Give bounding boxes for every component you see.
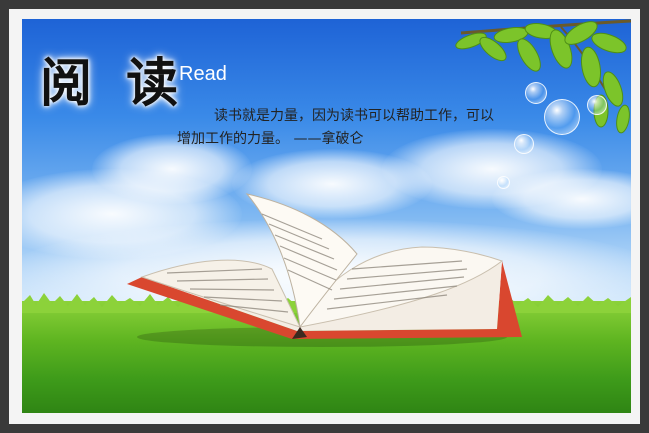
cloud bbox=[492, 169, 631, 229]
bubble bbox=[514, 134, 534, 154]
poster-quote: 读书就是力量，因为读书可以帮助工作，可以增加工作的力量。 ——拿破仑 bbox=[177, 108, 494, 147]
tree-branch-leaves bbox=[455, 19, 631, 134]
bubble bbox=[544, 99, 580, 135]
reading-poster: 阅 读 Read 读书就是力量，因为读书可以帮助工作，可以增加工作的力量。 ——… bbox=[22, 19, 631, 413]
poster-subtitle: Read bbox=[179, 63, 227, 85]
bubble bbox=[525, 82, 547, 104]
open-book bbox=[127, 193, 522, 347]
cloud bbox=[92, 134, 252, 204]
poster-title: 阅 读 bbox=[40, 53, 187, 114]
bubble bbox=[497, 176, 510, 189]
bubble bbox=[587, 95, 607, 115]
